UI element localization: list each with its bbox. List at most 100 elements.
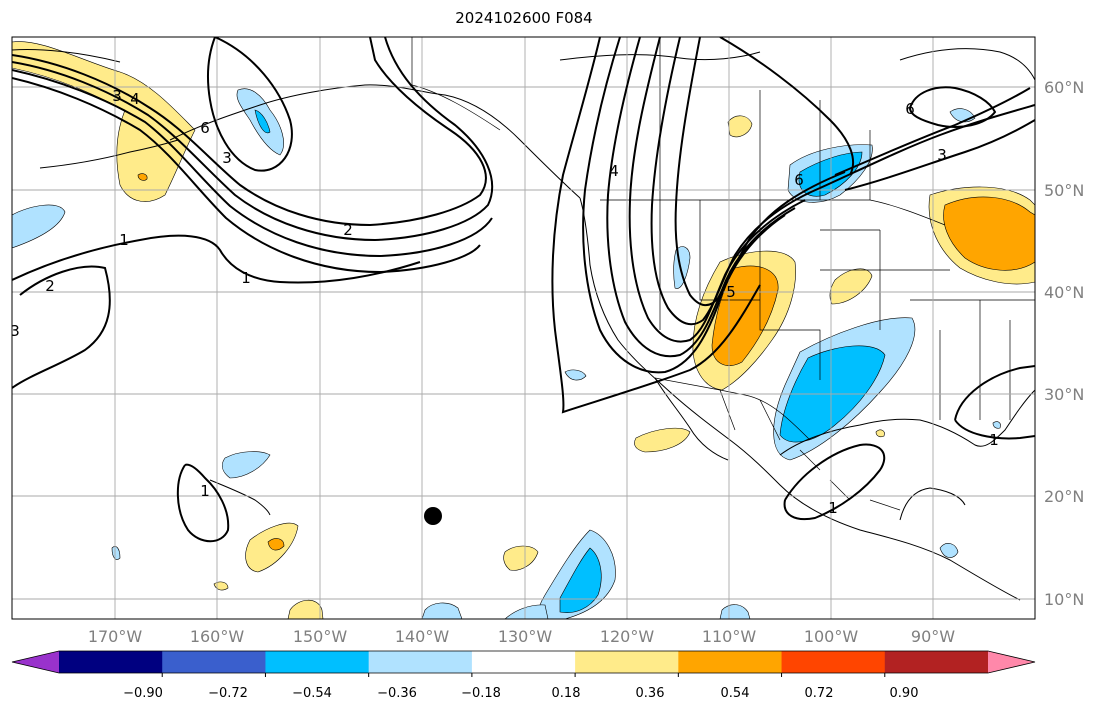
contours xyxy=(12,37,1035,543)
contour-gulf-low-b xyxy=(954,419,1035,440)
cool-patch-florida xyxy=(992,421,1001,429)
colorbar-label: 0.18 xyxy=(552,686,581,701)
border-states-1 xyxy=(659,200,1035,420)
gridlines xyxy=(12,37,1035,619)
colorbar-swatch xyxy=(265,651,370,673)
map-frame xyxy=(11,36,1036,620)
colorbar-label: −0.90 xyxy=(123,686,163,701)
cool-patch-southmex xyxy=(719,604,751,619)
contour-label: 1 xyxy=(241,269,251,287)
contour-trough-2 xyxy=(582,37,786,374)
coast-gulf xyxy=(779,389,1035,456)
contour-jet-3 xyxy=(12,69,493,258)
contour-jet-2 xyxy=(12,37,494,242)
coast-hudson xyxy=(899,48,1035,81)
cool-patch-baja xyxy=(564,369,587,381)
contour-labels: 3 4 6 3 1 2 1 2 4 5 6 3 1 1 1 3 6 xyxy=(10,87,999,517)
contour-label: 6 xyxy=(794,171,804,189)
contour-east-ridge-1 xyxy=(819,104,1035,189)
contour-label: 1 xyxy=(119,231,129,249)
contour-jet-1 xyxy=(12,37,487,227)
warm-core-hawaii-s xyxy=(267,538,285,551)
lon-label: 130°W xyxy=(498,627,553,646)
coast-russia xyxy=(12,49,121,63)
warm-core-greatlakes xyxy=(943,196,1035,271)
coast-baja xyxy=(654,377,729,461)
contour-mex-1 xyxy=(783,443,886,520)
contour-label: 4 xyxy=(609,162,619,180)
colorbar-swatches xyxy=(11,650,1036,674)
colorbar-label: −0.36 xyxy=(377,686,417,701)
cool-patch-eqpac2 xyxy=(421,602,463,619)
shading-layer xyxy=(12,41,1035,619)
lon-label: 100°W xyxy=(804,627,859,646)
borders xyxy=(411,37,1035,511)
border-alaska xyxy=(411,37,501,131)
contour-label: 2 xyxy=(343,221,353,239)
warm-core-us xyxy=(711,265,779,366)
contour-trough-6 xyxy=(674,37,846,307)
coast-west-us xyxy=(579,197,1021,601)
lat-label: 40°N xyxy=(1044,283,1084,302)
lat-label: 50°N xyxy=(1044,181,1084,200)
colorbar-label: −0.54 xyxy=(292,686,332,701)
colorbar-label: 0.90 xyxy=(890,686,919,701)
lon-label: 140°W xyxy=(395,627,450,646)
border-mexico-states xyxy=(719,389,901,511)
colorbar-label: −0.72 xyxy=(208,686,248,701)
lat-label: 10°N xyxy=(1044,590,1084,609)
contour-label: 1 xyxy=(989,431,999,449)
colorbar-label: 0.72 xyxy=(805,686,834,701)
cool-patch-hawaii-n xyxy=(221,451,271,479)
colorbar-outline xyxy=(11,650,1036,674)
contour-trough-3 xyxy=(606,37,796,358)
map-title: 2024102600 F084 xyxy=(455,9,593,27)
colorbar-label: −0.18 xyxy=(461,686,501,701)
warm-patch-mexico xyxy=(634,427,691,453)
lat-label: 60°N xyxy=(1044,78,1084,97)
lon-label: 170°W xyxy=(88,627,143,646)
lon-axis: 170°W 160°W 150°W 140°W 130°W 120°W 110°… xyxy=(88,627,955,646)
warm-patch-canada xyxy=(727,115,753,138)
contour-2-west xyxy=(12,265,111,389)
cool-core-eqpac xyxy=(559,547,602,613)
warm-patch-eqpac4 xyxy=(287,599,324,619)
colorbar-swatch xyxy=(781,651,886,673)
colorbar-swatch xyxy=(368,651,473,673)
colorbar-swatch xyxy=(575,651,679,673)
colorbar-extend-high xyxy=(988,651,1035,673)
contour-east-low xyxy=(909,86,997,128)
contour-label: 1 xyxy=(828,499,838,517)
contour-label: 3 xyxy=(10,322,20,340)
border-canada-prov xyxy=(659,37,871,200)
coast-hawaii xyxy=(209,479,271,516)
contour-hawaii-1 xyxy=(176,463,230,543)
colorbar-label: 0.54 xyxy=(721,686,750,701)
lon-label: 120°W xyxy=(600,627,655,646)
cool-patch-centam xyxy=(939,543,959,558)
contour-label: 6 xyxy=(200,119,210,137)
contour-label: 1 xyxy=(200,482,210,500)
contour-trough-5 xyxy=(650,37,821,326)
cool-patch-west xyxy=(12,204,66,249)
warm-patch-gulf xyxy=(875,429,885,438)
contour-trough-1 xyxy=(551,37,761,414)
lon-label: 160°W xyxy=(190,627,245,646)
colorbar-label: 0.36 xyxy=(636,686,665,701)
warm-core-bering xyxy=(137,173,148,181)
colorbar-swatch xyxy=(162,651,266,673)
cool-core-alaska xyxy=(254,109,271,134)
location-marker xyxy=(424,507,442,525)
colorbar-swatch xyxy=(678,651,783,673)
colorbar-swatch xyxy=(884,651,989,673)
contour-label: 5 xyxy=(726,283,736,301)
contour-gulf-low xyxy=(954,365,1035,421)
colorbar-extend-low xyxy=(12,651,59,673)
lat-axis: 60°N 50°N 40°N 30°N 20°N 10°N xyxy=(1044,78,1084,609)
contour-jet-4 xyxy=(12,77,481,274)
contour-east-ridge-2 xyxy=(834,87,1031,176)
colorbar-ticks xyxy=(161,673,886,677)
contour-label: 3 xyxy=(937,146,947,164)
contour-label: 3 xyxy=(112,87,122,105)
